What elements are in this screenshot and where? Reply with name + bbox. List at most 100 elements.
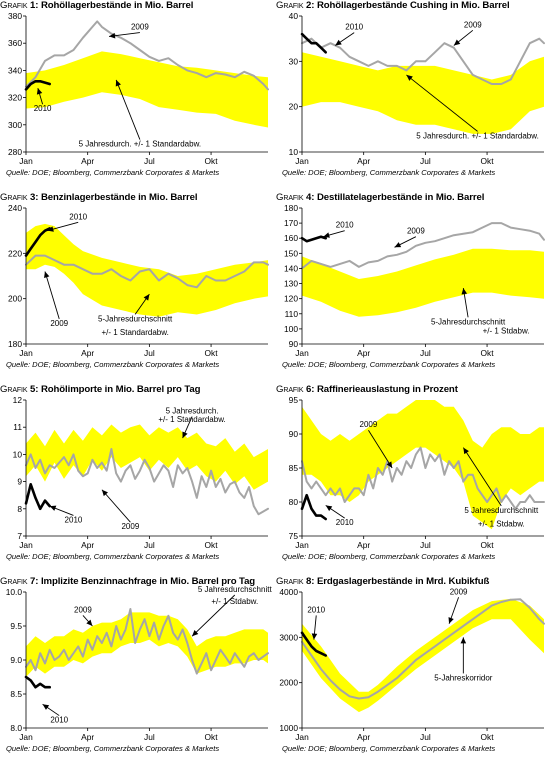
series-line-2010 [24,227,52,257]
chart-prefix: Grafik [276,192,304,203]
annotation-label: 5 Jahresdurchschnitt [464,506,539,515]
series-line-2010 [300,493,328,521]
annotation-arrow [115,79,141,140]
arrow-head [448,617,454,624]
annotation-label: 5-Jahreskorridor [434,673,493,682]
annotation-label: 2009 [74,605,92,614]
annotation-arrow [368,429,393,469]
x-tick-label: Okt [205,156,219,166]
x-tick-label: Okt [205,540,219,550]
y-tick-label: 9 [17,477,22,487]
chart-panel-8: Grafik 8: Erdgaslagerbestände in Mrd. Ku… [276,576,546,764]
series-line-2010 [300,32,328,54]
y-tick-label: 320 [8,93,22,103]
y-tick-label: 100 [284,324,298,334]
annotation-label: +/- 1 Standardabw. [158,415,225,424]
annotation-label: 5-Jahresdurchschnitt [431,317,506,326]
band-area [26,424,268,490]
annotation-arrow [101,489,131,523]
chart-panel-4: Grafik 4: Destillatelagerbestände in Mio… [276,192,546,380]
chart-prefix: Grafik [276,0,304,11]
chart-title-text: Raffinerieauslastung in Prozent [316,384,458,395]
annotation-label: 2010 [336,221,354,230]
band-area [26,612,268,677]
annotation-label: 5-Jahresdurchschnitt [98,314,173,323]
chart-number: 5: [27,384,41,395]
y-tick-label: 40 [289,11,299,21]
x-tick-label: Jan [19,348,33,358]
arrow-head [323,232,330,238]
chart-number: 1: [27,0,41,11]
annotation-label: 2010 [69,212,87,221]
chart-title-text: Benzinlagerbestände in Mio. Barrel [40,192,198,203]
x-tick-label: Okt [205,348,219,358]
y-tick-label: 9.5 [10,621,22,631]
y-tick-label: 170 [284,218,298,228]
chart-title-text: Destillatelagerbestände in Mio. Barrel [316,192,485,203]
x-tick-label: Jul [420,732,431,742]
x-tick-label: Okt [205,732,219,742]
chart-svg: 180 200 220 240 Jan Apr Jul Okt 2010 2009 5-Jahres… [8,203,269,358]
arrow-head [453,39,461,46]
x-tick-label: Jan [19,732,33,742]
y-tick-label: 80 [289,497,299,507]
series-line-2009 [301,37,545,85]
chart-number: 8: [303,576,317,587]
series-line-2009 [25,20,269,91]
source-note: Quelle: DOE; Bloomberg, Commerzbank Corp… [282,744,496,753]
chart-svg: 90 100 110 120 130 140 150 160 170 180 Jan Apr Jul Ok… [284,203,545,358]
arrow-head [325,505,333,512]
arrow-head [394,242,402,248]
y-tick-label: 10.0 [6,587,23,597]
series-line-2009 [301,598,545,700]
y-tick-label: 200 [8,294,22,304]
annotation-label: +/- 1 Stdabw. [211,597,258,606]
x-tick-label: Okt [481,156,495,166]
chart-svg: 1000 2000 3000 4000 Jan Apr Jul Okt 2010 2009 5-Ja… [279,587,545,742]
y-tick-label: 380 [8,11,22,21]
y-tick-label: 9.0 [10,655,22,665]
y-tick-label: 8.0 [10,723,22,733]
x-tick-label: Apr [357,732,370,742]
arrow-head [463,447,469,455]
chart-title: Grafik 8: Erdgaslagerbestände in Mrd. Ku… [276,576,489,587]
source-note: Quelle: DOE; Bloomberg, Commerzbank Corp… [6,552,220,561]
y-tick-label: 85 [289,463,299,473]
y-tick-label: 110 [285,309,299,319]
arrow-head [44,271,50,279]
x-tick-label: Jan [19,540,33,550]
chart-title-text: Erdgaslagerbestände in Mrd. Kubikfuß [316,576,490,587]
source-note: Quelle: DOE; Bloomberg, Commerzbank Corp… [6,360,220,369]
annotation-arrow [406,74,478,132]
x-tick-label: Apr [357,348,370,358]
chart-prefix: Grafik [0,384,28,395]
annotation-label: 2009 [360,420,378,429]
chart-title: Grafik 4: Destillatelagerbestände in Mio… [276,192,484,203]
y-tick-label: 360 [8,38,22,48]
chart-number: 7: [27,576,41,587]
chart-prefix: Grafik [0,576,28,587]
arrow-head [335,39,342,46]
chart-panel-5: Grafik 5: Rohölimporte in Mio. Barrel pr… [0,384,270,572]
annotation-label: 5 Jahresdurch. [166,407,219,416]
y-tick-label: 8 [17,504,22,514]
x-tick-label: Apr [81,156,94,166]
y-tick-label: 180 [8,339,22,349]
chart-title: Grafik 7: Implizite Benzinnachfrage in M… [0,576,255,587]
x-tick-label: Jan [295,540,309,550]
y-tick-label: 10 [289,147,299,157]
annotation-label: +/- 1 Stdabw. [483,326,530,335]
x-tick-label: Okt [481,732,495,742]
y-tick-label: 20 [289,102,299,112]
band-area [302,52,544,134]
y-tick-label: 4000 [279,587,298,597]
annotation-label: 5 Jahresdurch. +/- 1 Standardabw. [416,131,539,140]
annotation-label: 2009 [50,319,68,328]
arrow-head [47,226,54,232]
band-area [26,51,268,128]
series-line-2009 [301,446,545,510]
x-tick-label: Okt [481,348,495,358]
y-tick-label: 130 [284,279,298,289]
arrow-head [192,630,199,637]
series-line-2009 [301,222,545,270]
